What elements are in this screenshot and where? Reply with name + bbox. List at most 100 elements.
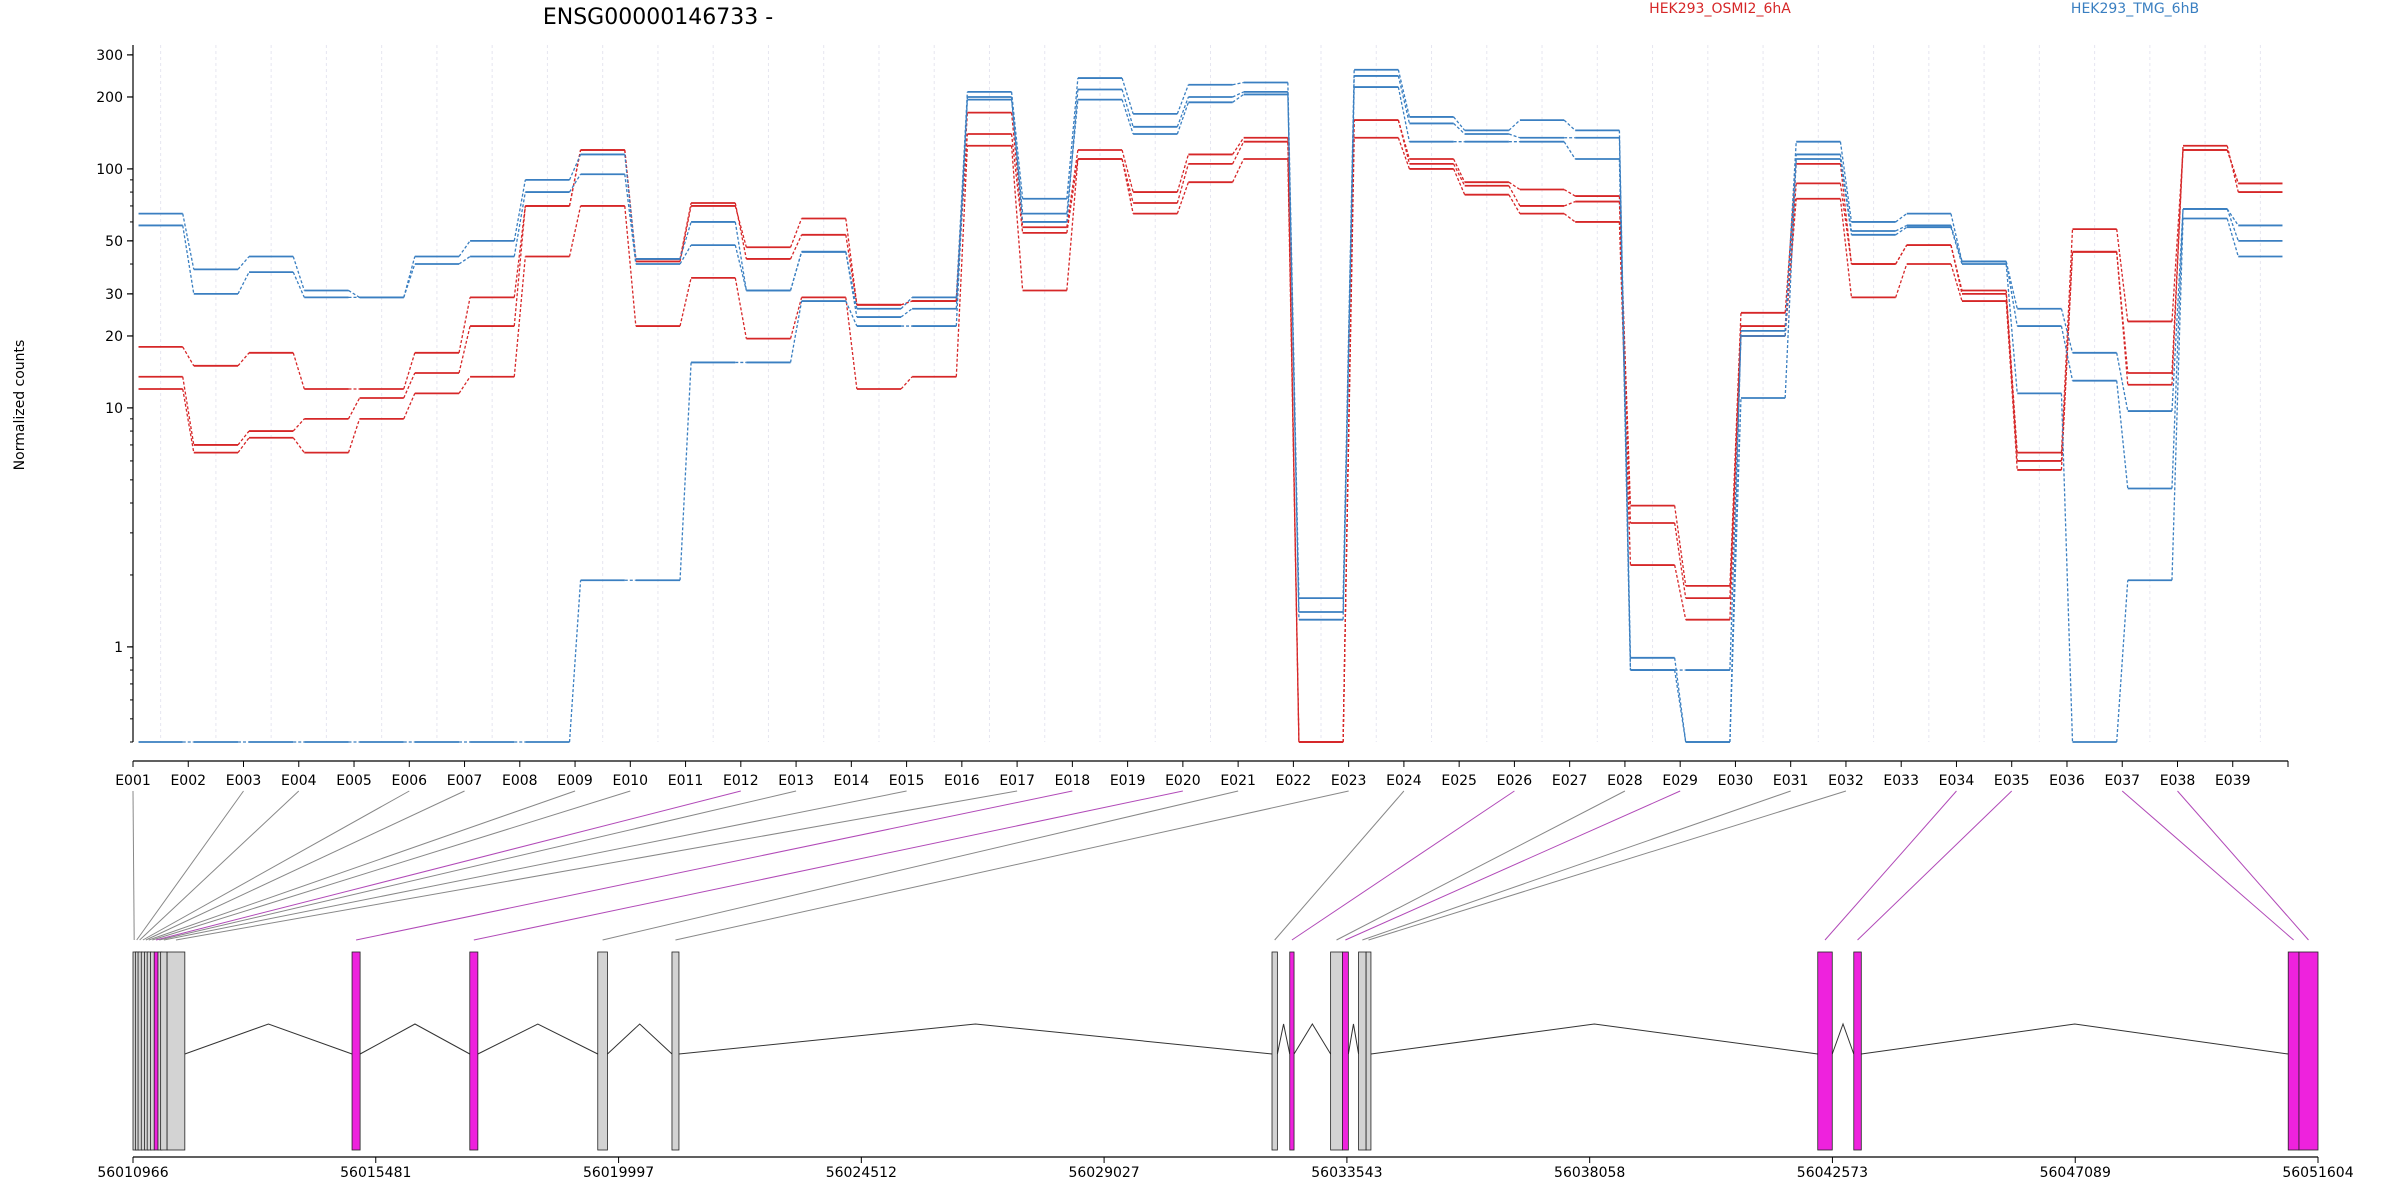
x-tick-label: E013 [778, 773, 814, 789]
series-connector [789, 251, 803, 291]
chart-title: ENSG00000146733 - [543, 5, 773, 30]
x-tick-label: E009 [557, 773, 593, 789]
genomic-tick-label: 56010966 [97, 1165, 168, 1181]
exon-box [1365, 951, 1372, 1151]
series-connector [624, 154, 637, 260]
exon-box [1342, 951, 1349, 1151]
x-tick-label: E012 [723, 773, 759, 789]
genomic-tick-label: 56019997 [583, 1165, 654, 1181]
exon-connector [1857, 790, 2013, 941]
series-connector [845, 251, 858, 318]
y-tick-label: 300 [96, 48, 123, 64]
x-tick-label: E008 [502, 773, 538, 789]
intron-line [678, 1023, 1273, 1055]
series-connector [1287, 159, 1300, 743]
series-connector [1895, 224, 1908, 232]
series-connector [1176, 154, 1190, 193]
exon-box [1330, 951, 1343, 1151]
series-connector [403, 352, 416, 390]
x-tick-label: E001 [115, 773, 151, 789]
x-tick-label: E010 [613, 773, 649, 789]
series-connector [1176, 163, 1190, 204]
series-connector [1397, 69, 1411, 118]
series-connector [2171, 208, 2184, 412]
y-tick-label: 1 [114, 640, 123, 656]
intron-line [1370, 1023, 1818, 1055]
series-connector [1674, 669, 1687, 743]
series-connector [1563, 141, 1576, 160]
x-tick-label: E030 [1718, 773, 1754, 789]
series-connector [1895, 213, 1908, 223]
x-tick-label: E037 [2104, 773, 2140, 789]
x-tick-label: E039 [2215, 773, 2251, 789]
series-connector [789, 297, 803, 339]
series-connector [1397, 119, 1411, 165]
series-connector [900, 296, 913, 310]
exon-connector [132, 790, 135, 941]
series-connector [1563, 213, 1576, 223]
series-connector [1508, 133, 1521, 139]
series-connector [292, 437, 305, 454]
exon-connector [139, 790, 300, 941]
x-tick-label: E005 [336, 773, 372, 789]
series-connector [568, 580, 582, 743]
series-connector [955, 96, 969, 309]
x-tick-label: E020 [1165, 773, 1201, 789]
series-connector [679, 221, 692, 260]
series-connector [1010, 133, 1024, 233]
series-connector [237, 352, 250, 367]
exon-connector [145, 790, 465, 941]
genomic-tick-label: 56047089 [2040, 1165, 2111, 1181]
series-connector [1342, 75, 1355, 612]
series-connector [1453, 163, 1466, 187]
exon-connector [155, 790, 741, 941]
series-connector [1342, 87, 1355, 620]
exon-connector [2177, 790, 2309, 941]
series-connector [1232, 91, 1244, 98]
series-connector [292, 352, 305, 390]
x-tick-label: E004 [281, 773, 317, 789]
series-connector [789, 234, 803, 260]
series-connector [845, 234, 858, 305]
series-connector [1839, 141, 1853, 223]
series-connector [2171, 218, 2184, 581]
series-connector [2005, 300, 2018, 471]
exon-connector [1362, 790, 1791, 941]
exon-box [166, 951, 186, 1151]
exon-box [1271, 951, 1278, 1151]
series-connector [1121, 149, 1134, 193]
series-connector [1839, 183, 1853, 265]
legend-entry-osmi2: HEK293_OSMI2_6hA [1649, 1, 1791, 17]
series-connector [2226, 208, 2239, 242]
x-tick-label: E011 [668, 773, 704, 789]
series-connector [347, 397, 361, 420]
series-connector [1563, 200, 1576, 207]
legend-entry-tmg: HEK293_TMG_6hB [2071, 1, 2199, 17]
series-connector [1066, 77, 1079, 199]
exon-connector [2121, 790, 2294, 941]
exon-box [1853, 951, 1862, 1151]
exon-box [1289, 951, 1295, 1151]
exon-connector [355, 790, 1073, 941]
gene-model [132, 951, 2319, 1151]
exon-connector [142, 790, 410, 941]
genomic-tick-label: 56042573 [1797, 1165, 1868, 1181]
exon-box [2287, 951, 2300, 1151]
y-tick-label: 20 [105, 329, 123, 345]
x-tick-label: E036 [2049, 773, 2085, 789]
series-connector [955, 99, 969, 327]
exon-connector [675, 790, 1349, 941]
exon-box [2298, 951, 2319, 1151]
series-connector [1010, 91, 1024, 199]
series-connector [1618, 137, 1632, 671]
exon-box [469, 951, 479, 1151]
series-connector [458, 240, 471, 257]
x-tick-label: E006 [391, 773, 427, 789]
series-connector [1066, 149, 1079, 228]
series-connector [1950, 263, 1963, 302]
series-connector [1010, 145, 1024, 291]
series-connector [789, 300, 803, 363]
series-connector [182, 346, 195, 367]
series-connector [2171, 208, 2184, 489]
